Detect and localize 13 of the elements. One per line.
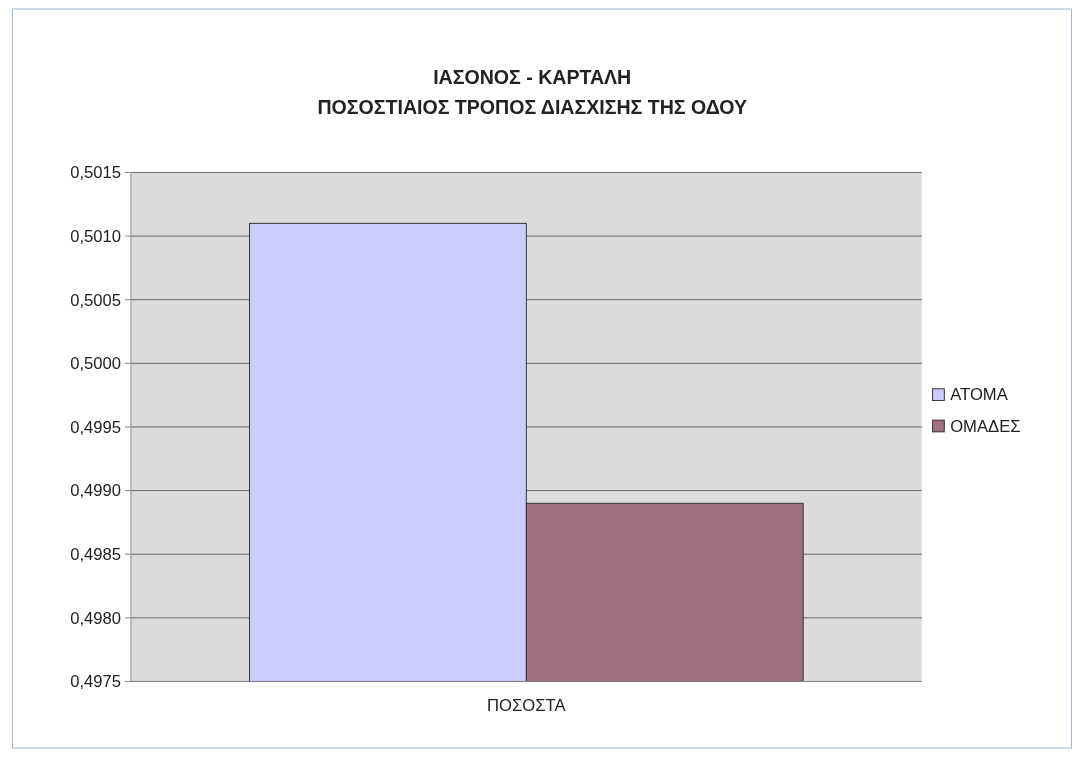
y-tick-label: 0,4985 xyxy=(70,545,122,565)
y-tick-label: 0,5000 xyxy=(70,354,122,374)
y-tick-label: 0,4990 xyxy=(70,481,122,501)
x-tick-label: ΠΟΣΟΣΤΑ xyxy=(487,695,567,715)
legend-label: ΟΜΑΔΕΣ xyxy=(950,416,1021,436)
y-tick-label: 0,4975 xyxy=(70,672,122,692)
y-tick-label: 0,4980 xyxy=(70,608,122,628)
y-tick-label: 0,5005 xyxy=(70,290,122,310)
chart-title: ΙΑΣΟΝΟΣ - ΚΑΡΤΑΛΗ ΠΟΣΟΣΤΙΑΙΟΣ ΤΡΟΠΟΣ ΔΙΑΣΧΙΣΗΣ ΤΗΣ ΟΔΟΥ xyxy=(317,66,747,118)
y-tick-label: 0,5010 xyxy=(70,226,122,246)
legend-label: ΑΤΟΜΑ xyxy=(950,385,1009,405)
y-tick-label: 0,5015 xyxy=(70,163,122,183)
y-tick-label: 0,4995 xyxy=(70,417,122,437)
